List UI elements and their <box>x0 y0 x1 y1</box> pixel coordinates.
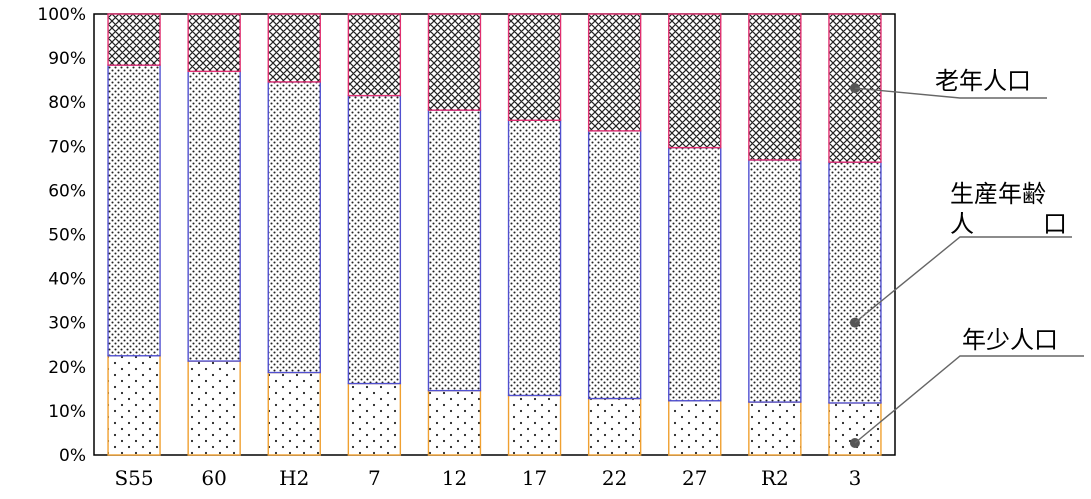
legend-working-age-line2-right: 口 <box>1043 210 1067 238</box>
callout-leader <box>854 355 1084 444</box>
bar-segment <box>267 81 321 374</box>
bar-segment <box>107 13 161 66</box>
y-axis: 0% 10% 20% 30% 40% 50% 60% 70% 80% 90% 100% <box>37 5 86 466</box>
bar-segment <box>587 130 642 400</box>
x-tick-label: 17 <box>522 466 547 490</box>
y-tick-label: 40% <box>48 270 86 290</box>
y-tick-label: 100% <box>37 5 86 25</box>
x-tick-label: 27 <box>682 466 707 490</box>
bar-segment <box>427 13 482 111</box>
bar-segment <box>267 371 321 456</box>
y-tick-label: 80% <box>48 93 86 113</box>
x-tick-label: 12 <box>442 466 467 490</box>
bar-segment <box>347 94 402 385</box>
y-tick-label: 60% <box>48 181 86 201</box>
bar-segment <box>107 355 161 456</box>
legend-elderly: 老年人口 <box>935 67 1031 95</box>
y-tick-label: 50% <box>48 226 86 246</box>
bar-segment <box>507 119 562 397</box>
bar-segment <box>748 159 802 403</box>
bar-segment <box>107 64 161 357</box>
callout-leader <box>854 87 1047 99</box>
bar-segment <box>267 13 321 83</box>
x-axis: S55 60 H2 7 12 17 22 27 R2 3 <box>114 466 861 490</box>
bar-segment <box>187 13 241 73</box>
bar-segment <box>748 13 802 161</box>
legend-working-age-line2-left: 人 <box>950 210 974 238</box>
x-tick-label: S55 <box>114 466 153 490</box>
y-tick-label: 90% <box>48 49 86 69</box>
bar-segment <box>587 13 642 132</box>
bar-segment <box>427 109 482 392</box>
bar-segment <box>427 389 482 456</box>
x-tick-label: H2 <box>279 466 309 490</box>
bar-segment <box>828 161 882 404</box>
x-tick-label: 60 <box>201 466 226 490</box>
y-tick-label: 20% <box>48 358 86 378</box>
x-tick-label: 3 <box>849 466 862 490</box>
bar-segment <box>587 397 642 456</box>
bar-segment <box>668 400 722 456</box>
bar-segment <box>347 13 402 97</box>
bar-segment <box>507 13 562 121</box>
callout-leader <box>854 236 1072 324</box>
legend-working-age-line1: 生産年齢 <box>950 180 1046 208</box>
y-tick-label: 70% <box>48 137 86 157</box>
bar-segment <box>507 394 562 456</box>
bar-segment <box>347 382 402 456</box>
x-tick-label: 22 <box>602 466 627 490</box>
plot-frame <box>93 13 896 456</box>
bar-segment <box>748 401 802 456</box>
bar-segment <box>187 360 241 456</box>
x-tick-label: R2 <box>761 466 789 490</box>
y-tick-label: 10% <box>48 402 86 422</box>
y-tick-label: 0% <box>59 446 86 466</box>
legend-youth: 年少人口 <box>962 326 1058 354</box>
y-tick-label: 30% <box>48 314 86 334</box>
bar-segment <box>668 146 722 402</box>
bar-segment <box>187 70 241 362</box>
x-tick-label: 7 <box>368 466 381 490</box>
bar-group <box>107 13 882 456</box>
bar-segment <box>668 13 722 149</box>
